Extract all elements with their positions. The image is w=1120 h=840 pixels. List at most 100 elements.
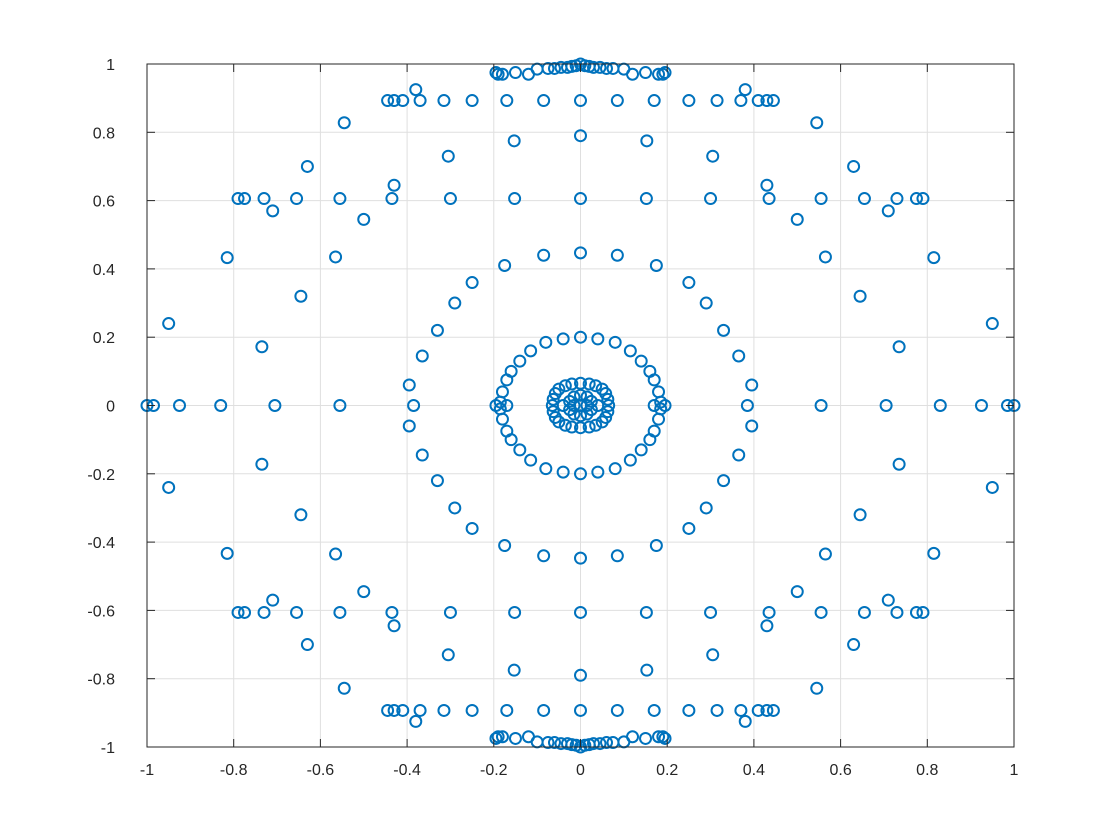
data-point (554, 737, 568, 751)
data-point (574, 129, 587, 143)
data-point (574, 192, 587, 206)
data-point (556, 465, 570, 479)
data-point (441, 648, 455, 662)
y-tick-label: -0.8 (87, 672, 115, 689)
data-point (985, 480, 999, 494)
data-point (623, 344, 637, 358)
data-point (639, 66, 653, 80)
data-point (238, 605, 252, 619)
data-point (649, 258, 663, 272)
data-point (567, 399, 581, 412)
x-tick-label: -0.4 (393, 762, 421, 779)
data-point (640, 663, 654, 677)
x-axis-ticks: -1 -0.8 -0.6 -0.4 -0.2 0 0.2 0.4 0.6 0.8 1 (140, 64, 1019, 779)
data-point (647, 94, 661, 108)
data-point (610, 94, 624, 108)
data-point (591, 332, 605, 346)
data-point (890, 605, 904, 619)
data-point (333, 192, 347, 206)
data-point (290, 605, 304, 619)
data-point (231, 605, 245, 619)
data-point (441, 149, 455, 163)
y-tick-label: 0.8 (93, 125, 115, 142)
data-point (508, 192, 522, 206)
data-point (402, 378, 416, 392)
y-tick-label: 0 (106, 399, 115, 416)
data-point (892, 340, 906, 354)
data-point (593, 60, 607, 74)
data-point (745, 419, 759, 433)
data-point (574, 703, 587, 717)
data-point (706, 648, 720, 662)
data-point (255, 340, 269, 354)
data-point (558, 379, 572, 393)
data-point (498, 539, 512, 553)
data-point (547, 61, 561, 75)
data-point (699, 501, 713, 515)
data-point (266, 204, 280, 218)
data-point (634, 443, 648, 457)
x-tick-label: 0.8 (916, 762, 938, 779)
data-point (591, 465, 605, 479)
data-point (717, 323, 731, 337)
data-point (814, 192, 828, 206)
data-point (387, 619, 401, 633)
data-point (556, 332, 570, 346)
data-point (732, 349, 746, 363)
data-point (574, 246, 587, 260)
data-point (443, 192, 457, 206)
data-point (231, 192, 245, 206)
data-point (790, 585, 804, 599)
data-point (257, 605, 271, 619)
data-point (762, 605, 776, 619)
data-point (465, 703, 479, 717)
data-point (710, 703, 724, 717)
data-point (558, 418, 572, 432)
data-point (589, 418, 603, 432)
data-point (810, 116, 824, 130)
data-point (465, 94, 479, 108)
data-point (266, 593, 280, 607)
data-point (916, 192, 930, 206)
data-point (437, 703, 451, 717)
data-point (448, 296, 462, 310)
data-point (508, 66, 522, 80)
data-point (387, 178, 401, 192)
data-point (890, 192, 904, 206)
data-point (814, 399, 828, 412)
x-tick-label: 0.2 (656, 762, 678, 779)
data-point (634, 354, 648, 368)
data-point (626, 67, 640, 81)
data-point (751, 703, 765, 717)
data-point (521, 730, 535, 744)
data-point (507, 663, 521, 677)
data-point (909, 192, 923, 206)
y-tick-label: 0.2 (93, 330, 115, 347)
data-point (430, 323, 444, 337)
data-point (329, 547, 343, 561)
data-point (290, 192, 304, 206)
x-tick-label: -1 (140, 762, 154, 779)
data-point (892, 457, 906, 471)
data-point (329, 250, 343, 264)
data-point (500, 373, 514, 387)
data-point (649, 539, 663, 553)
data-point (381, 94, 395, 108)
data-point (639, 192, 653, 206)
data-point (413, 94, 427, 108)
data-point (413, 703, 427, 717)
y-axis-ticks: 1 0.8 0.6 0.4 0.2 0 -0.2 -0.4 -0.6 -0.8 -1 (87, 57, 1014, 757)
data-point (608, 462, 622, 476)
x-tick-label: -0.2 (480, 762, 508, 779)
data-point (257, 192, 271, 206)
data-point (498, 258, 512, 272)
data-point (524, 453, 538, 467)
x-tick-label: 1 (1010, 762, 1019, 779)
data-point (589, 379, 603, 393)
data-points (140, 57, 1021, 754)
y-tick-label: -0.6 (87, 603, 115, 620)
data-point (500, 399, 514, 412)
data-point (738, 714, 752, 728)
data-point (547, 736, 561, 750)
data-point (881, 593, 895, 607)
